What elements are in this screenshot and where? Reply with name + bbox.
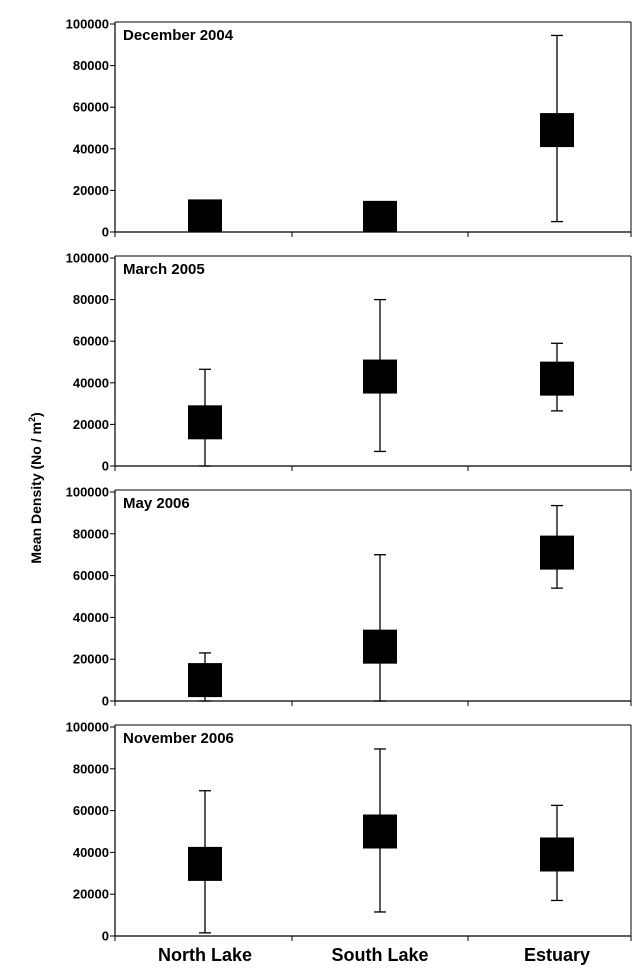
y-tick-label: 0 [102,694,109,709]
mean-marker [540,837,574,872]
y-tick-label: 60000 [73,803,109,818]
y-tick-label: 40000 [73,845,109,860]
mean-marker [188,663,222,698]
y-tick-label: 40000 [73,141,109,156]
y-tick-label: 80000 [73,292,109,307]
y-tick-label: 60000 [73,100,109,115]
mean-marker [188,846,222,881]
panels: 0 20000 40000 60000 80000 100000 December 2004… [66,17,632,944]
mean-marker [188,405,222,440]
mean-marker [363,629,397,664]
panel-title: March 2005 [123,261,205,278]
y-tick-label: 80000 [73,58,109,73]
y-tick-label: 20000 [73,887,109,902]
y-tick-label: 60000 [73,334,109,349]
y-tick-label: 80000 [73,761,109,776]
y-tick-label: 80000 [73,526,109,541]
y-axis-label-suffix: ) [28,412,44,417]
y-tick-label: 100000 [66,485,109,500]
y-tick-label: 100000 [66,720,109,735]
panel-1: 0 20000 40000 60000 80000 100000 December 2004 [66,17,632,240]
y-tick-label: 100000 [66,17,109,32]
mean-marker [363,814,397,849]
y-tick-label: 60000 [73,568,109,583]
mean-marker [363,200,397,232]
category-label: South Lake [331,945,428,965]
y-axis-label-sup: 2 [27,417,37,422]
category-labels: North Lake South Lake Estuary [158,945,590,965]
y-tick-label: 40000 [73,375,109,390]
y-tick-label: 100000 [66,251,109,266]
mean-marker [188,199,222,232]
panel-title: May 2006 [123,495,190,512]
y-tick-label: 20000 [73,417,109,432]
y-tick-label: 0 [102,459,109,474]
category-label: North Lake [158,945,252,965]
y-tick-label: 20000 [73,183,109,198]
mean-marker [363,359,397,394]
panel-title: December 2004 [123,27,234,44]
category-label: Estuary [524,945,590,965]
y-tick-label: 0 [102,225,109,240]
y-axis-label-prefix: Mean Density (No / m [28,422,44,564]
y-axis-label: Mean Density (No / m2) [27,412,44,563]
y-tick-label: 0 [102,929,109,944]
panel-4: 0 20000 40000 60000 80000 100000 November 2006 [66,720,632,944]
y-tick-label: 20000 [73,652,109,667]
panel-title: November 2006 [123,730,234,747]
mean-marker [540,535,574,570]
panel-2: 0 20000 40000 60000 80000 100000 March 2005 [66,251,632,474]
panel-3: 0 20000 40000 60000 80000 100000 May 2006 [66,485,632,709]
y-tick-label: 40000 [73,610,109,625]
mean-marker [540,361,574,396]
mean-marker [540,113,574,148]
